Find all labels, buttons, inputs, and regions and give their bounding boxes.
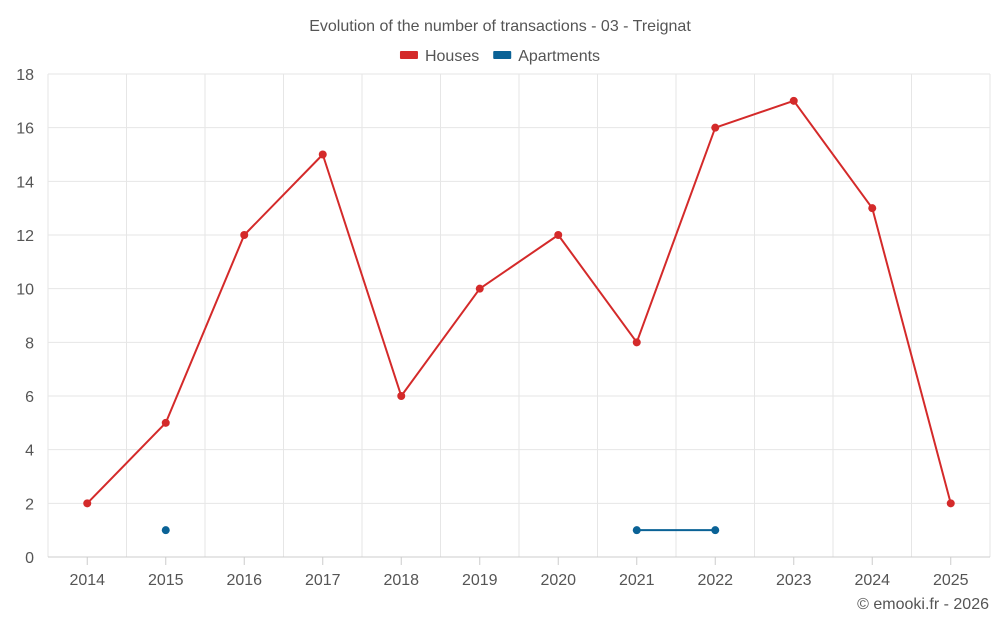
x-tick-label-2014: 2014 <box>69 572 105 589</box>
y-tick-label-14: 14 <box>16 174 34 191</box>
x-tick-label-2017: 2017 <box>305 572 341 589</box>
y-tick-label-18: 18 <box>16 67 34 84</box>
legend-label-houses: Houses <box>425 48 479 65</box>
point-houses-2025 <box>946 499 955 508</box>
y-tick-label-2: 2 <box>25 496 34 513</box>
point-houses-2014 <box>83 499 92 508</box>
x-tick-label-2015: 2015 <box>148 572 184 589</box>
point-apartments-2021 <box>632 526 641 535</box>
x-tick-label-2022: 2022 <box>697 572 733 589</box>
x-tick-label-2024: 2024 <box>854 572 890 589</box>
y-tick-label-8: 8 <box>25 335 34 352</box>
point-houses-2024 <box>868 204 877 213</box>
x-tick-label-2023: 2023 <box>776 572 812 589</box>
series-layer <box>83 96 955 535</box>
point-houses-2022 <box>711 123 720 132</box>
legend-swatch-apartments <box>493 51 512 59</box>
point-houses-2021 <box>632 338 641 347</box>
legend-item-apartments: Apartments <box>493 48 600 65</box>
point-houses-2017 <box>318 150 327 159</box>
point-houses-2018 <box>397 392 406 400</box>
y-tick-label-16: 16 <box>16 121 34 138</box>
point-houses-2019 <box>475 284 484 293</box>
axes: 0 2 4 6 8 10 12 14 16 18 2014 2015 2016 2017 2018 2019 2… <box>16 67 990 589</box>
x-tick-label-2018: 2018 <box>383 572 419 589</box>
legend-label-apartments: Apartments <box>518 48 600 65</box>
legend-swatch-houses <box>399 51 418 59</box>
point-apartments-2022 <box>711 526 720 535</box>
y-tick-label-0: 0 <box>25 550 34 567</box>
y-tick-label-4: 4 <box>25 443 34 460</box>
x-tick-label-2025: 2025 <box>933 572 969 589</box>
chart-title: Evolution of the number of transactions … <box>309 18 691 35</box>
y-tick-label-12: 12 <box>16 228 34 245</box>
point-houses-2023 <box>789 96 798 105</box>
x-tick-label-2021: 2021 <box>619 572 655 589</box>
point-houses-2020 <box>554 231 563 239</box>
grid <box>47 73 991 557</box>
point-apartments-2015 <box>161 526 170 535</box>
y-tick-label-10: 10 <box>16 282 34 299</box>
credit-text: © emooki.fr - 2026 <box>857 596 989 613</box>
x-tick-label-2019: 2019 <box>462 572 498 589</box>
x-tick-label-2016: 2016 <box>226 572 262 589</box>
y-tick-label-6: 6 <box>25 389 34 406</box>
point-houses-2015 <box>161 418 170 427</box>
x-tick-label-2020: 2020 <box>540 572 576 589</box>
legend-item-houses: Houses <box>399 48 479 65</box>
point-houses-2016 <box>240 231 249 239</box>
legend: Houses Apartments <box>399 48 600 65</box>
series-line-houses-0 <box>86 99 952 505</box>
